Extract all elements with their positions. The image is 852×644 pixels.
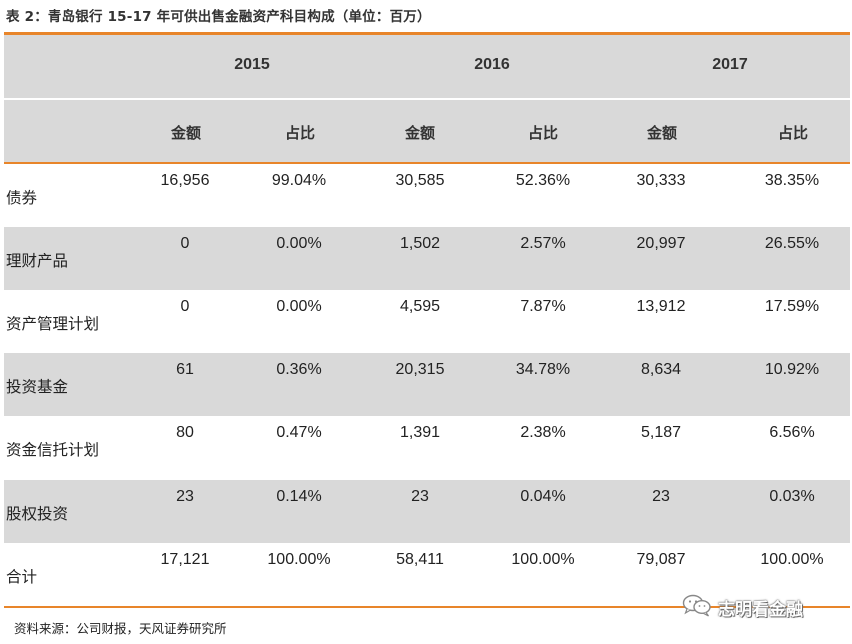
wechat-icon xyxy=(682,593,712,621)
row-label: 债券 xyxy=(6,189,38,207)
bottom-rule xyxy=(4,606,850,608)
cell-share-2016: 0.04% xyxy=(520,488,566,505)
subheader-share-2015: 占比 xyxy=(284,124,315,142)
cell-amount-2015: 0 xyxy=(180,298,190,315)
subheader-amount-2015: 金额 xyxy=(170,124,201,142)
cell-amount-2017: 30,333 xyxy=(636,172,686,189)
row-label: 投资基金 xyxy=(6,378,69,396)
table-row-asset-management: 资产管理计划 0 0.00% 4,595 7.87% 13,912 17.59% xyxy=(4,290,850,353)
table-row-investment-funds: 投资基金 61 0.36% 20,315 34.78% 8,634 10.92% xyxy=(4,353,850,416)
cell-amount-2017: 20,997 xyxy=(636,235,686,252)
cell-amount-2015: 23 xyxy=(176,488,194,505)
cell-share-2016: 2.38% xyxy=(520,424,566,441)
cell-share-2015: 100.00% xyxy=(267,551,331,568)
cell-amount-2016: 30,585 xyxy=(395,172,445,189)
year-header-2016: 2016 xyxy=(474,56,510,73)
cell-amount-2016: 20,315 xyxy=(395,361,445,378)
row-label: 股权投资 xyxy=(6,505,69,523)
table-row-total: 合计 17,121 100.00% 58,411 100.00% 79,087 … xyxy=(4,543,850,606)
header-separator xyxy=(4,98,850,100)
cell-amount-2017: 23 xyxy=(652,488,670,505)
row-label: 合计 xyxy=(6,568,38,586)
cell-share-2015: 0.00% xyxy=(276,298,322,315)
cell-amount-2015: 16,956 xyxy=(160,172,210,189)
cell-share-2017: 17.59% xyxy=(764,298,820,315)
row-label: 资金信托计划 xyxy=(6,441,100,459)
table-row-equity-investment: 股权投资 23 0.14% 23 0.04% 23 0.03% xyxy=(4,480,850,543)
table-row-bonds: 债券 16,956 99.04% 30,585 52.36% 30,333 38… xyxy=(4,164,850,227)
cell-amount-2017: 79,087 xyxy=(636,551,686,568)
cell-share-2015: 0.14% xyxy=(276,488,322,505)
cell-amount-2015: 0 xyxy=(180,235,190,252)
subheader-amount-2016: 金额 xyxy=(404,124,435,142)
cell-share-2015: 0.00% xyxy=(276,235,322,252)
subheader-share-2017: 占比 xyxy=(777,124,808,142)
cell-share-2016: 7.87% xyxy=(520,298,566,315)
table-title: 表 2：青岛银行 15-17 年可供出售金融资产科目构成（单位：百万） xyxy=(6,9,431,25)
cell-amount-2017: 5,187 xyxy=(640,424,682,441)
cell-share-2016: 2.57% xyxy=(520,235,566,252)
cell-share-2015: 0.47% xyxy=(276,424,322,441)
table-row-trust-plans: 资金信托计划 80 0.47% 1,391 2.38% 5,187 6.56% xyxy=(4,416,850,479)
top-rule xyxy=(4,32,850,35)
cell-share-2017: 0.03% xyxy=(769,488,815,505)
year-header-row xyxy=(4,35,850,98)
cell-share-2016: 34.78% xyxy=(515,361,571,378)
watermark: 志明看金融 xyxy=(682,594,803,620)
cell-amount-2016: 23 xyxy=(411,488,429,505)
header-rule xyxy=(4,162,850,164)
source-note: 资料来源：公司财报，天风证券研究所 xyxy=(14,621,227,636)
subheader-share-2016: 占比 xyxy=(527,124,558,142)
cell-share-2017: 38.35% xyxy=(764,172,820,189)
subheader-amount-2017: 金额 xyxy=(646,124,677,142)
cell-amount-2016: 1,391 xyxy=(399,424,441,441)
cell-share-2017: 100.00% xyxy=(760,551,824,568)
cell-share-2016: 100.00% xyxy=(511,551,575,568)
cell-share-2015: 0.36% xyxy=(276,361,322,378)
table-row-wealth-products: 理财产品 0 0.00% 1,502 2.57% 20,997 26.55% xyxy=(4,227,850,290)
cell-amount-2016: 4,595 xyxy=(399,298,441,315)
cell-share-2017: 26.55% xyxy=(764,235,820,252)
year-header-2017: 2017 xyxy=(712,56,748,73)
year-header-2015: 2015 xyxy=(234,56,270,73)
cell-share-2015: 99.04% xyxy=(271,172,327,189)
cell-share-2017: 10.92% xyxy=(764,361,820,378)
cell-amount-2016: 1,502 xyxy=(399,235,441,252)
row-label: 资产管理计划 xyxy=(6,315,100,333)
row-label: 理财产品 xyxy=(6,252,69,270)
cell-share-2016: 52.36% xyxy=(515,172,571,189)
cell-amount-2015: 80 xyxy=(176,424,194,441)
cell-amount-2017: 8,634 xyxy=(640,361,682,378)
cell-amount-2016: 58,411 xyxy=(396,551,444,568)
cell-amount-2015: 61 xyxy=(176,361,194,378)
watermark-text: 志明看金融 xyxy=(718,599,803,620)
cell-share-2017: 6.56% xyxy=(769,424,815,441)
cell-amount-2017: 13,912 xyxy=(636,298,686,315)
cell-amount-2015: 17,121 xyxy=(160,551,210,568)
subheader-row xyxy=(4,100,850,162)
